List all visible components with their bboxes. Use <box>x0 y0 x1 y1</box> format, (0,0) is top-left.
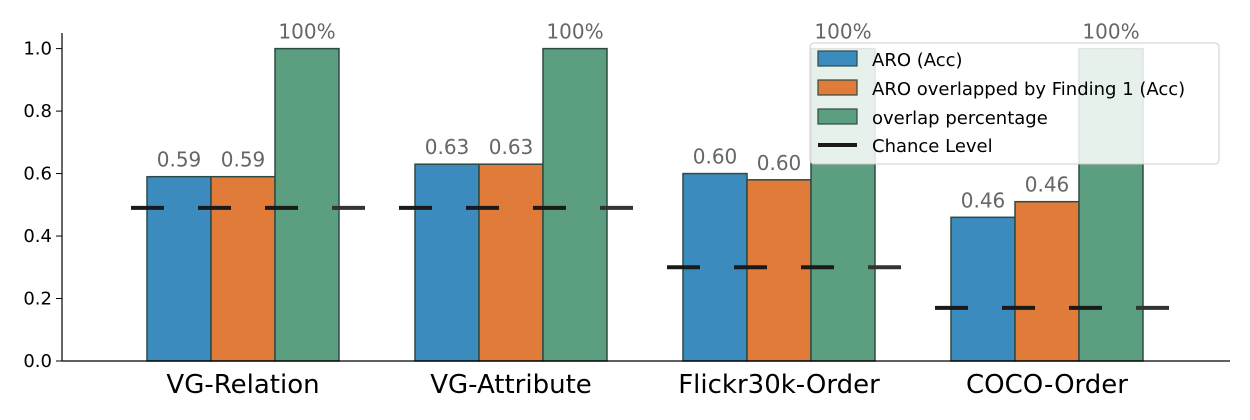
legend-swatch <box>817 50 858 67</box>
legend-label: ARO (Acc) <box>872 50 963 71</box>
legend-swatch <box>817 108 858 125</box>
data-labels-layer: 0.59 0.59 100% 0.63 0.63 100% 0.60 0.60 100% 0.46… <box>157 20 1140 213</box>
legend-box <box>809 42 1220 165</box>
data-label: 0.60 <box>757 151 802 175</box>
legend-label: Chance Level <box>872 136 993 157</box>
data-label: 0.59 <box>157 148 202 172</box>
bar-vg-relation-s1 <box>210 175 276 362</box>
data-label: 0.59 <box>221 148 266 172</box>
data-label: 100% <box>546 20 603 44</box>
data-label: 0.63 <box>425 135 470 159</box>
bar-vg-attribute-s0 <box>414 163 480 362</box>
data-label: 0.46 <box>1025 173 1070 197</box>
y-tick-label: 0.8 <box>23 101 52 122</box>
bar-coco-order-s0 <box>950 216 1016 362</box>
x-tick-label: VG-Relation <box>166 370 319 400</box>
y-tick-label: 1.0 <box>23 39 52 60</box>
legend: ARO (Acc) ARO overlapped by Finding 1 (Ac… <box>809 42 1220 165</box>
bar-vg-attribute-s1 <box>478 163 544 362</box>
y-tick-label: 0.2 <box>23 289 52 310</box>
y-tick-label: 0.6 <box>23 164 52 185</box>
x-tick-label: COCO-Order <box>966 370 1128 400</box>
bar-flickr30k-order-s1 <box>746 179 812 362</box>
legend-swatch <box>817 79 858 96</box>
bar-coco-order-s1 <box>1014 200 1080 362</box>
y-tick-label: 0.0 <box>23 351 52 372</box>
data-label: 0.60 <box>693 145 738 169</box>
data-label: 0.63 <box>489 135 534 159</box>
y-tick-label: 0.4 <box>23 226 52 247</box>
data-label: 100% <box>814 20 871 44</box>
legend-label: ARO overlapped by Finding 1 (Acc) <box>872 79 1185 100</box>
bar-vg-attribute-s2 <box>542 47 608 362</box>
x-tick-label: Flickr30k-Order <box>678 370 880 400</box>
chance-level-layer <box>131 205 1169 310</box>
bars-layer <box>146 47 1144 362</box>
data-label: 0.46 <box>961 188 1006 212</box>
bar-vg-relation-s2 <box>274 47 340 362</box>
axes-layer: VG-Relation VG-Attribute Flickr30k-Order CO… <box>23 33 1230 400</box>
legend-label: overlap percentage <box>872 108 1048 129</box>
x-tick-label: VG-Attribute <box>430 370 592 400</box>
data-label: 100% <box>1082 20 1139 44</box>
data-label: 100% <box>278 20 335 44</box>
bar-vg-relation-s0 <box>146 175 212 362</box>
